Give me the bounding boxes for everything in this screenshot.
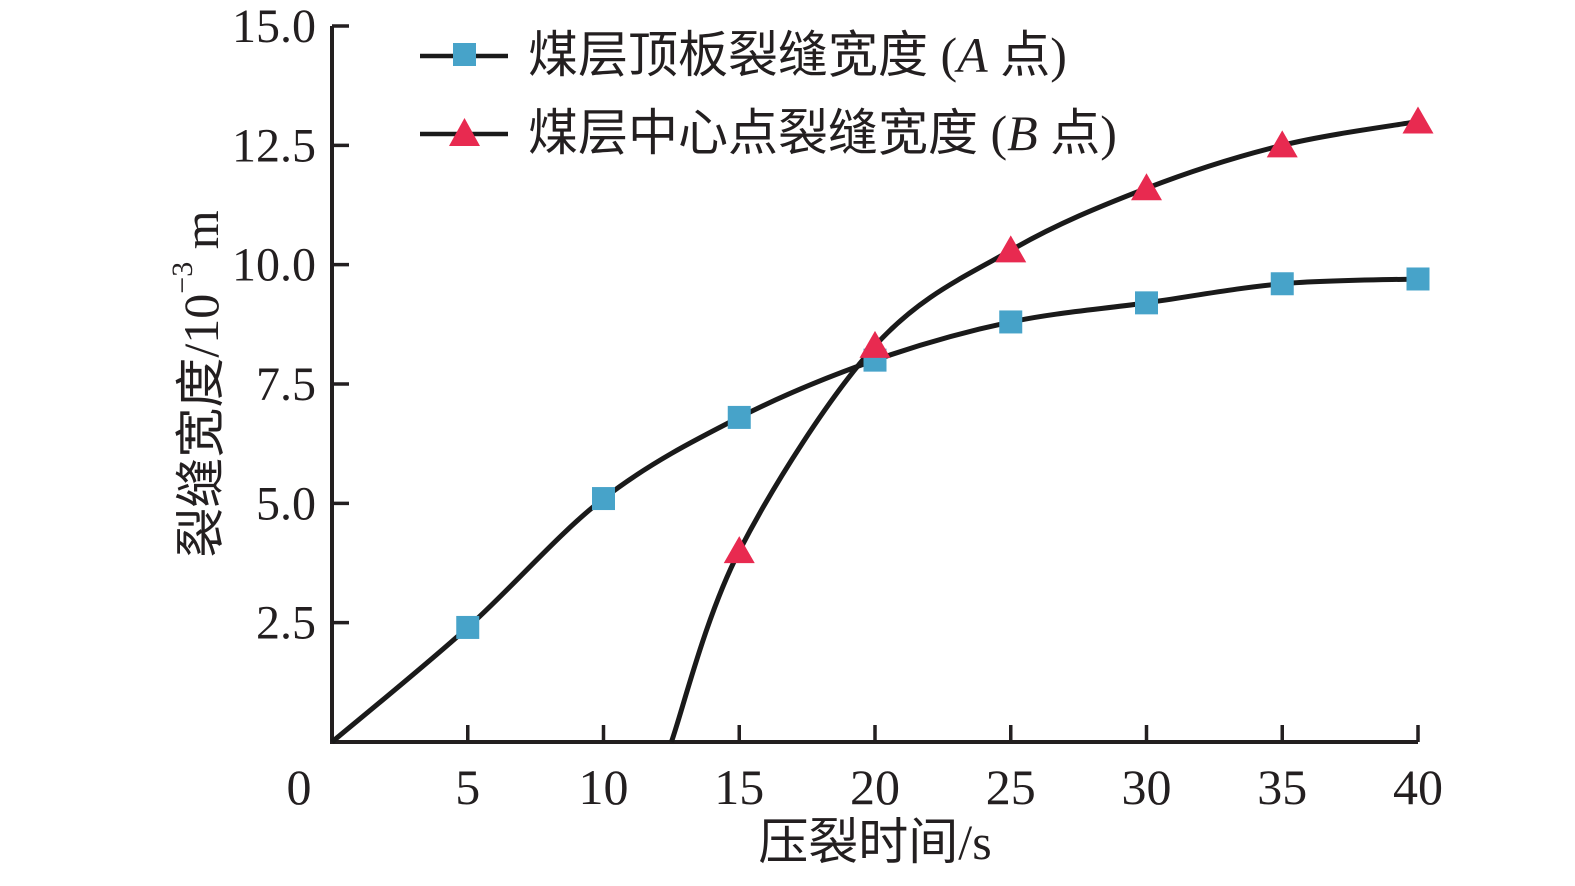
- legend-label-b-italic: B: [1007, 105, 1038, 161]
- legend-item-series-b: 煤层中心点裂缝宽度 (B 点): [420, 94, 1117, 172]
- y-tick-label: 12.5: [232, 119, 316, 172]
- y-tick-label: 15.0: [232, 0, 316, 53]
- x-tick-label: 35: [1257, 759, 1307, 815]
- y-tick-label: 2.5: [256, 597, 316, 650]
- series-curve-b: [669, 119, 1419, 743]
- data-point-square: [592, 487, 615, 511]
- legend-label-a-italic: A: [957, 27, 988, 83]
- x-tick-label: 5: [455, 759, 480, 815]
- data-point-square: [727, 405, 751, 429]
- legend-square-icon: [453, 43, 476, 66]
- data-point-square: [1270, 272, 1294, 296]
- legend: 煤层顶板裂缝宽度 (A 点) 煤层中心点裂缝宽度 (B 点): [420, 16, 1117, 172]
- data-point-triangle: [723, 536, 755, 564]
- y-tick-label: 10.0: [232, 239, 316, 292]
- y-axis-title-base: 裂缝宽度/10: [173, 293, 229, 558]
- x-tick-label: 0: [287, 759, 312, 815]
- y-axis-title-exponent: −3: [166, 261, 199, 294]
- legend-triangle-icon: [449, 118, 480, 146]
- legend-key-triangle-icon: [420, 118, 508, 146]
- x-tick-label: 20: [850, 759, 900, 815]
- legend-label-series-a: 煤层顶板裂缝宽度 (A 点): [528, 28, 1067, 82]
- legend-item-series-a: 煤层顶板裂缝宽度 (A 点): [420, 16, 1117, 94]
- data-point-triangle: [1402, 106, 1434, 134]
- x-tick-label: 30: [1122, 759, 1172, 815]
- data-point-square: [999, 310, 1023, 334]
- legend-label-a-pre: 煤层顶板裂缝宽度 (: [528, 27, 958, 83]
- legend-label-a-post: 点): [987, 27, 1067, 83]
- data-point-square: [1135, 291, 1158, 315]
- x-tick-label: 40: [1393, 759, 1443, 815]
- data-point-triangle: [1266, 130, 1298, 158]
- data-point-triangle: [1131, 173, 1162, 201]
- x-tick-label: 15: [714, 759, 764, 815]
- data-point-triangle: [995, 235, 1027, 263]
- legend-label-b-pre: 煤层中心点裂缝宽度 (: [528, 105, 1008, 161]
- y-tick-label: 5.0: [256, 477, 316, 530]
- data-point-square: [456, 615, 480, 639]
- legend-label-series-b: 煤层中心点裂缝宽度 (B 点): [528, 106, 1117, 160]
- y-tick-label: 7.5: [256, 358, 316, 411]
- data-point-triangle: [859, 330, 891, 358]
- data-point-square: [1406, 267, 1430, 291]
- x-tick-label: 10: [579, 759, 629, 815]
- y-axis-title: 裂缝宽度/10−3 m: [148, 84, 229, 684]
- x-tick-label: 25: [986, 759, 1036, 815]
- legend-label-b-post: 点): [1037, 105, 1117, 161]
- x-axis-title: 压裂时间/s: [758, 814, 992, 870]
- legend-key-square-icon: [420, 43, 508, 66]
- y-axis-title-unit: m: [173, 210, 229, 262]
